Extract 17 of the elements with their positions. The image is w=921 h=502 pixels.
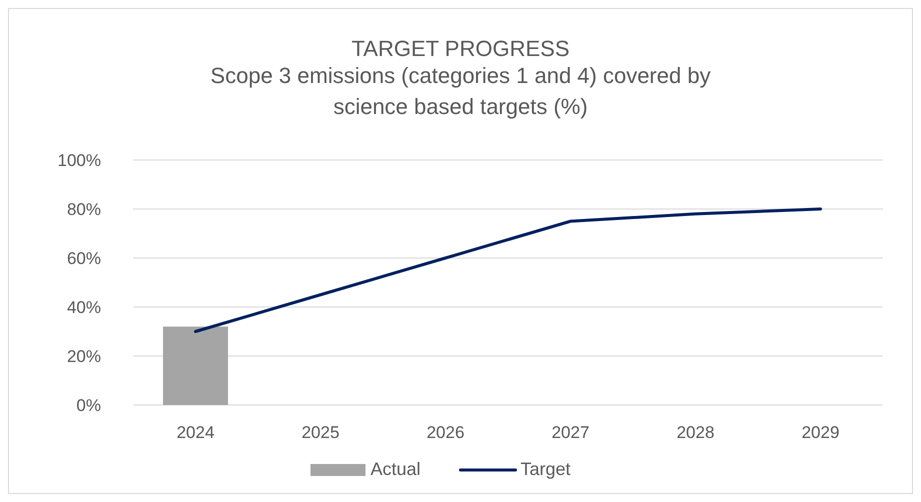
y-tick-label: 60% [66,249,101,268]
chart-subtitle: Scope 3 emissions (categories 1 and 4) covered by science based targets (%) [209,62,712,121]
x-tick-label: 2026 [426,423,464,442]
y-tick-label: 80% [66,200,101,219]
legend-label: Actual [370,459,421,479]
y-tick-label: 20% [66,347,101,366]
y-tick-label: 0% [76,396,101,415]
chart-title: TARGET PROGRESS [351,36,570,61]
legend-label: Target [520,459,571,479]
y-tick-label: 40% [66,298,101,317]
x-tick-label: 2025 [302,423,340,442]
y-tick-label: 100% [58,151,101,170]
x-tick-label: 2029 [802,423,840,442]
x-tick-label: 2024 [176,423,214,442]
x-tick-label: 2028 [676,423,714,442]
x-tick-label: 2027 [552,423,590,442]
line-series [194,208,822,333]
